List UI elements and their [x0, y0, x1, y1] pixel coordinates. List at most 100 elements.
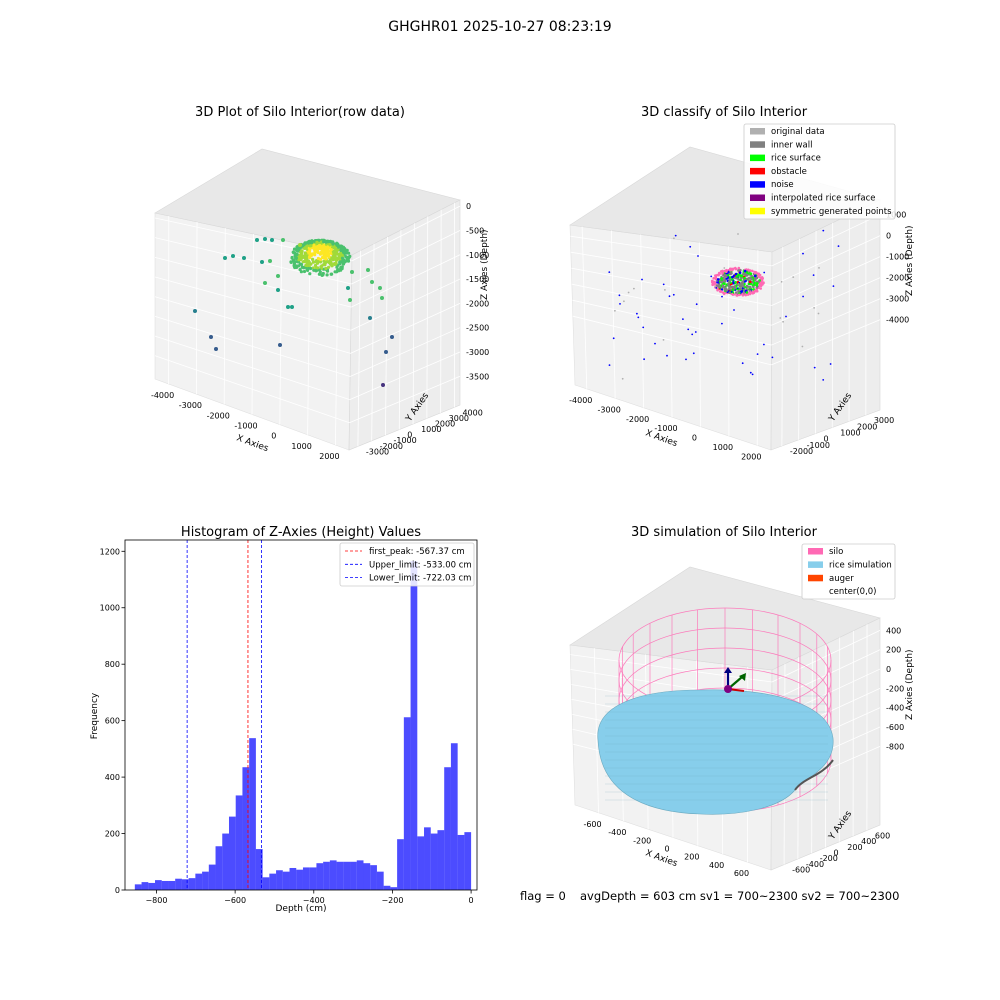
hist-bar [296, 869, 303, 890]
classify-3d-point [801, 345, 804, 348]
classify-3d-point [739, 285, 742, 288]
classify-3d-legend-label: original data [771, 127, 825, 137]
classify-3d-point [759, 287, 762, 290]
raw-3d-point [368, 316, 372, 320]
classify-3d-point [721, 295, 723, 298]
raw-3d-point [316, 266, 320, 270]
hist-legend: first_peak: -567.37 cm Upper_limit: -533.… [339, 542, 475, 587]
classify-3d-y-tick-label: -1000 [807, 441, 830, 450]
classify-3d-point [730, 290, 733, 293]
simulation-3d-legend-swatch [808, 548, 823, 555]
classify-3d-point [627, 291, 630, 294]
classify-3d-point [741, 273, 745, 276]
classify-3d-point [792, 276, 795, 278]
raw-3d-point [314, 250, 318, 254]
hist-x-tick-label: −600 [224, 896, 246, 905]
raw-3d-xlabel: X Axies [235, 433, 270, 454]
classify-3d-point [749, 371, 752, 374]
hist-bar [323, 861, 330, 890]
classify-3d-y-tick-label: -2000 [790, 447, 813, 456]
classify-3d-point [759, 284, 763, 288]
classify-3d-point [758, 273, 762, 277]
raw-3d-point [345, 248, 349, 252]
classify-3d-point [694, 331, 697, 333]
classify-3d-point [623, 300, 625, 303]
raw-3d-point [299, 262, 304, 267]
raw-3d-point [223, 256, 227, 260]
classify-3d-point [695, 303, 698, 306]
classify-3d-point [685, 358, 687, 361]
classify-3d-point [641, 278, 643, 281]
classify-3d-point [743, 276, 746, 280]
classify-3d-point [756, 353, 759, 355]
raw-3d-point [313, 263, 318, 268]
raw-3d-point [281, 238, 285, 242]
classify-3d-point [752, 285, 755, 289]
classify-3d-point [718, 272, 721, 275]
simulation-3d-z-tick-label: -200 [886, 684, 904, 693]
classify-3d-point [749, 272, 753, 276]
simulation-3d-zlabel: Z Axies (Depth) [905, 649, 915, 720]
hist-bar [269, 873, 277, 890]
raw-3d-point [324, 257, 328, 261]
raw-3d-x-tick-label: -2000 [207, 411, 230, 420]
raw-3d-point [315, 240, 319, 244]
hist-y-tick-label: 400 [105, 773, 120, 782]
raw-3d-y-tick-label: -3000 [366, 447, 389, 456]
hist-bar [417, 836, 425, 890]
classify-3d-point [730, 292, 733, 296]
classify-3d-point [751, 373, 754, 376]
classify-3d-point [731, 267, 735, 271]
classify-3d-z-tick-label: -3000 [886, 295, 909, 304]
raw-3d-point [302, 259, 307, 264]
hist-bar [235, 795, 243, 890]
hist-xlabel: Depth (cm) [275, 904, 326, 914]
raw-3d-point [339, 260, 343, 264]
raw-3d-point [311, 257, 315, 261]
raw-3d-point [348, 298, 352, 302]
classify-3d-point [714, 274, 717, 278]
raw-3d-point [286, 305, 290, 309]
classify-3d-point [738, 271, 742, 275]
classify-3d-point [723, 286, 726, 290]
classify-3d-point [754, 271, 758, 275]
classify-3d-y-tick-label: 1000 [840, 429, 860, 438]
classify-3d-point [618, 294, 621, 297]
raw-3d-point [308, 252, 312, 256]
raw-3d-point [327, 255, 331, 259]
hist-bar [262, 877, 270, 890]
classify-3d-point [728, 268, 732, 272]
classify-3d-z-tick-label: 1000 [886, 211, 906, 220]
simulation-3d-y-tick-label: -200 [820, 854, 838, 863]
raw-3d-y-tick-label: 3000 [449, 414, 469, 423]
classify-3d-point [721, 322, 723, 325]
simulation-3d-y-tick-label: 400 [861, 837, 876, 846]
classify-3d-point [771, 356, 774, 359]
classify-3d-point [736, 287, 739, 290]
classify-3d-point [735, 275, 739, 278]
rice-surface [597, 689, 834, 815]
raw-3d-point [276, 274, 280, 278]
classify-3d-point [749, 286, 752, 289]
hist-bar [228, 816, 236, 890]
panel-simulation-3d: 3D simulation of Silo Interior -600-400-… [569, 525, 915, 878]
hist-bar [202, 871, 209, 890]
classify-3d-legend-swatch [750, 207, 765, 215]
classify-3d-point [737, 266, 741, 270]
raw-3d-point [306, 266, 310, 270]
hist-bar [383, 885, 391, 890]
hist-bar [350, 861, 357, 890]
raw-3d-point [317, 243, 322, 248]
raw-3d-point [260, 260, 264, 264]
classify-3d-point [734, 281, 737, 284]
raw-3d-point [278, 343, 282, 347]
classify-3d-point [722, 292, 726, 296]
raw-3d-point [322, 240, 326, 244]
raw-3d-point [336, 268, 340, 272]
hist-y-tick-label: 1200 [100, 547, 120, 556]
classify-3d-point [716, 278, 720, 281]
simulation-3d-x-tick-label: 0 [664, 845, 669, 854]
raw-3d-x-tick-label: 0 [271, 432, 276, 441]
hist-bar [309, 867, 317, 890]
raw-3d-z-tick-label: 0 [466, 202, 471, 211]
